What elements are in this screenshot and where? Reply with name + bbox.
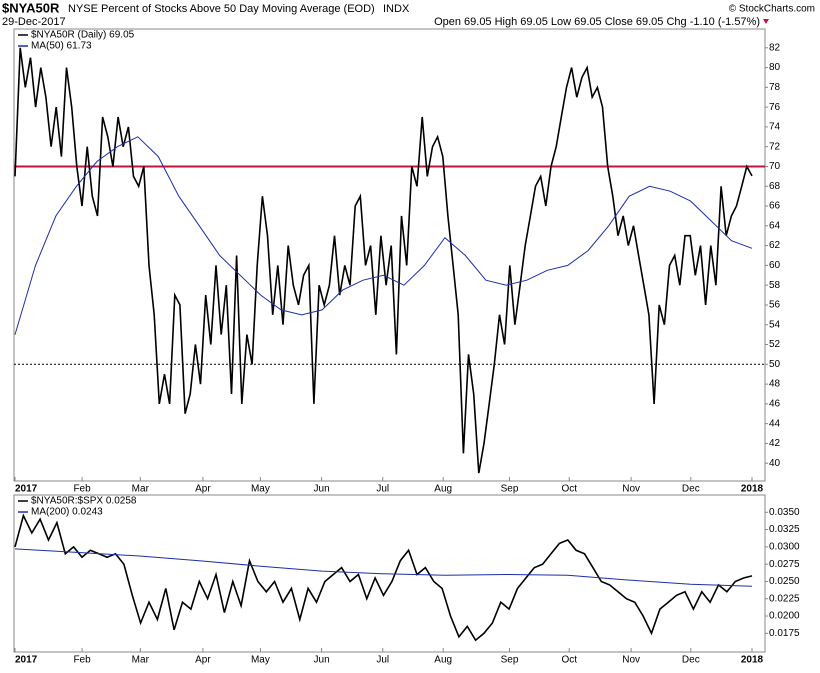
y-tick-label: 0.0325 bbox=[769, 524, 800, 535]
plot-frame bbox=[13, 494, 766, 653]
y-tick-label: 54 bbox=[769, 319, 781, 330]
x-tick-label: Jun bbox=[314, 655, 330, 666]
y-tick-label: 64 bbox=[769, 220, 781, 231]
x-tick-label: Jun bbox=[314, 484, 330, 495]
x-tick-label: Nov bbox=[622, 484, 640, 495]
x-tick-label: Nov bbox=[622, 655, 640, 666]
y-tick-label: 0.0275 bbox=[769, 559, 800, 570]
x-tick-label: Feb bbox=[73, 484, 91, 495]
x-tick-label: Dec bbox=[682, 655, 700, 666]
exchange: INDX bbox=[383, 3, 410, 15]
legend-label: $NYA50R:$SPX 0.0258 bbox=[31, 496, 137, 507]
y-tick-label: 62 bbox=[769, 240, 781, 251]
x-tick-label: Sep bbox=[501, 484, 519, 495]
series-line bbox=[14, 136, 753, 335]
x-tick-label: Aug bbox=[434, 484, 452, 495]
y-tick-label: 40 bbox=[769, 458, 781, 469]
y-tick-label: 42 bbox=[769, 438, 781, 449]
y-tick-label: 66 bbox=[769, 201, 781, 212]
y-tick-label: 72 bbox=[769, 141, 781, 152]
y-tick-label: 76 bbox=[769, 102, 781, 113]
x-tick-label: Aug bbox=[434, 655, 452, 666]
x-tick-label: 2018 bbox=[741, 484, 764, 495]
x-tick-label: Sep bbox=[501, 655, 519, 666]
y-tick-label: 46 bbox=[769, 398, 781, 409]
x-tick-label: Mar bbox=[132, 484, 150, 495]
credit: © StockCharts.com bbox=[729, 4, 815, 15]
date: 29-Dec-2017 bbox=[2, 16, 66, 28]
y-tick-label: 80 bbox=[769, 62, 781, 73]
x-tick-label: Jul bbox=[376, 484, 389, 495]
y-tick-label: 60 bbox=[769, 260, 781, 271]
y-tick-label: 50 bbox=[769, 359, 781, 370]
y-tick-label: 0.0350 bbox=[769, 507, 800, 518]
legend-label: $NYA50R (Daily) 69.05 bbox=[31, 30, 135, 41]
y-tick-label: 58 bbox=[769, 280, 781, 291]
x-tick-label: Jul bbox=[376, 655, 389, 666]
x-tick-label: Apr bbox=[195, 655, 211, 666]
symbol: $NYA50R bbox=[2, 0, 60, 15]
x-tick-label: Oct bbox=[561, 484, 577, 495]
down-arrow bbox=[763, 19, 769, 24]
x-tick-label: Dec bbox=[682, 484, 700, 495]
y-tick-label: 44 bbox=[769, 418, 781, 429]
y-tick-label: 0.0250 bbox=[769, 576, 800, 587]
y-tick-label: 52 bbox=[769, 339, 781, 350]
legend-label: MA(200) 0.0243 bbox=[31, 507, 103, 518]
x-tick-label: Oct bbox=[561, 655, 577, 666]
series-line bbox=[14, 548, 753, 587]
legend-label: MA(50) 61.73 bbox=[31, 41, 92, 52]
y-tick-label: 56 bbox=[769, 300, 781, 311]
series-line bbox=[14, 47, 753, 474]
y-tick-label: 48 bbox=[769, 379, 781, 390]
y-tick-label: 0.0225 bbox=[769, 593, 800, 604]
y-tick-label: 82 bbox=[769, 42, 781, 53]
y-tick-label: 0.0200 bbox=[769, 611, 800, 622]
x-tick-label: Mar bbox=[132, 655, 150, 666]
x-tick-label: Apr bbox=[195, 484, 211, 495]
x-tick-label: May bbox=[251, 655, 270, 666]
quote: Open 69.05 High 69.05 Low 69.05 Close 69… bbox=[434, 16, 760, 28]
series-line bbox=[14, 513, 753, 642]
x-tick-label: 2017 bbox=[15, 484, 38, 495]
plot-frame bbox=[13, 28, 766, 482]
y-tick-label: 70 bbox=[769, 161, 781, 172]
y-tick-label: 0.0175 bbox=[769, 628, 800, 639]
y-tick-label: 0.0300 bbox=[769, 542, 800, 553]
y-tick-label: 74 bbox=[769, 122, 781, 133]
title: NYSE Percent of Stocks Above 50 Day Movi… bbox=[68, 3, 375, 15]
y-tick-label: 78 bbox=[769, 82, 781, 93]
x-tick-label: 2017 bbox=[15, 655, 38, 666]
y-tick-label: 68 bbox=[769, 181, 781, 192]
x-tick-label: May bbox=[251, 484, 270, 495]
x-tick-label: Feb bbox=[73, 655, 91, 666]
x-tick-label: 2018 bbox=[741, 655, 764, 666]
